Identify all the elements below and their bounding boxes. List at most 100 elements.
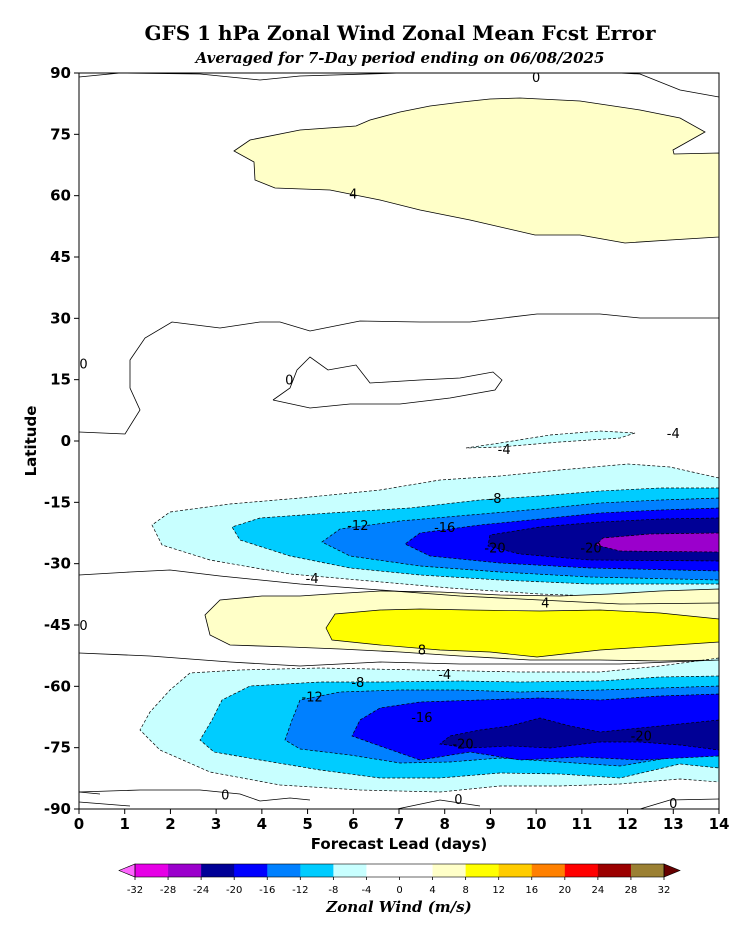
contour-label: -20 <box>484 541 505 556</box>
colorbar-tick-label: 8 <box>462 885 468 896</box>
contour-label: -20 <box>580 541 601 556</box>
colorbar-tick-label: -8 <box>328 885 338 896</box>
contour-labels: 0 4 0 0 -4 -4 -8 -12 -16 -20 -20 -4 0 4 8 -4 -8 -12 -16 -20… <box>79 71 680 812</box>
colorbar-swatch <box>135 864 169 877</box>
colorbar-tick-label: 20 <box>558 885 571 896</box>
contour-label: 8 <box>418 644 426 659</box>
colorbar-tick-label: 0 <box>396 885 402 896</box>
x-tick-label: 8 <box>439 815 449 833</box>
x-tick-label: 1 <box>119 815 129 833</box>
colorbar-tick-label: 24 <box>592 885 605 896</box>
chart-title: GFS 1 hPa Zonal Wind Zonal Mean Fcst Err… <box>144 21 656 45</box>
colorbar-swatch <box>465 864 499 877</box>
x-axis: 0 1 2 3 4 5 6 7 8 9 10 11 12 13 14 <box>74 809 730 833</box>
colorbar-over-arrow <box>663 863 681 878</box>
colorbar-swatch <box>267 864 301 877</box>
x-axis-label: Forecast Lead (days) <box>311 835 487 853</box>
colorbar-tick-label: 28 <box>625 885 638 896</box>
colorbar-swatch <box>564 864 599 877</box>
colorbar-tick-label: -32 <box>127 885 143 896</box>
colorbar-tick-label: -12 <box>292 885 308 896</box>
contour-fill-neg4-eq <box>465 430 636 449</box>
y-tick-label: 60 <box>50 187 71 205</box>
contour-label: -16 <box>411 711 432 726</box>
colorbar-tick-label: -24 <box>193 885 209 896</box>
plot-area: 0 4 0 0 -4 -4 -8 -12 -16 -20 -20 -4 0 4 8 -4 -8 -12 -16 -20… <box>79 71 719 812</box>
contour-label: -4 <box>498 443 511 458</box>
x-tick-label: 6 <box>348 815 358 833</box>
y-tick-label: 75 <box>50 125 71 143</box>
colorbar-tick-label: -28 <box>160 885 176 896</box>
colorbar-swatch <box>432 864 466 877</box>
contour-label: -4 <box>667 427 680 442</box>
contour-label: 0 <box>285 374 293 389</box>
colorbar-tick-label: 32 <box>658 885 671 896</box>
colorbar: -32 -28 -24 -20 -16 -12 -8 -4 0 4 8 12 16 20 24 28 32 <box>118 863 681 896</box>
x-tick-label: 9 <box>485 815 495 833</box>
x-tick-label: 10 <box>526 815 547 833</box>
x-tick-label: 4 <box>257 815 267 833</box>
y-tick-label: -60 <box>44 677 71 695</box>
contour-label: 0 <box>532 71 540 86</box>
x-tick-label: 7 <box>394 815 404 833</box>
contour-label: -12 <box>347 519 368 534</box>
colorbar-swatch <box>498 864 533 877</box>
contour-label: 4 <box>349 188 357 203</box>
colorbar-tick-label: 12 <box>492 885 505 896</box>
contour-fill-pos8-sh <box>325 608 719 658</box>
contour-label: 4 <box>541 597 549 612</box>
contour-label: -12 <box>302 691 323 706</box>
contour-fill-neg20-sp <box>439 717 719 751</box>
y-tick-label: -15 <box>44 493 71 511</box>
x-tick-label: 12 <box>617 815 638 833</box>
colorbar-swatch <box>399 864 433 877</box>
y-tick-label: -75 <box>44 739 71 757</box>
colorbar-swatch <box>168 864 202 877</box>
colorbar-tick-label: 4 <box>429 885 435 896</box>
colorbar-under-arrow <box>118 863 136 878</box>
y-tick-label: -90 <box>44 800 71 818</box>
contour-label: -4 <box>306 572 319 587</box>
y-tick-label: 45 <box>50 248 71 266</box>
y-tick-label: 30 <box>50 309 71 327</box>
contour-label: 0 <box>454 793 462 808</box>
contour-fill-neg24-sh <box>595 532 719 553</box>
y-tick-label: 0 <box>61 432 71 450</box>
x-tick-label: 13 <box>663 815 684 833</box>
x-tick-label: 2 <box>165 815 175 833</box>
contour-label: -8 <box>351 676 364 691</box>
colorbar-swatch <box>366 864 400 877</box>
colorbar-tick-label: -16 <box>259 885 275 896</box>
y-tick-label: 15 <box>50 371 71 389</box>
contour-label: 0 <box>79 357 87 372</box>
colorbar-swatch <box>597 864 632 877</box>
colorbar-tick-label: -4 <box>361 885 371 896</box>
contour-label: 0 <box>669 797 677 812</box>
x-tick-label: 14 <box>709 815 730 833</box>
chart-subtitle: Averaged for 7-Day period ending on 06/0… <box>194 49 605 67</box>
colorbar-swatch <box>234 864 268 877</box>
x-tick-label: 3 <box>211 815 221 833</box>
contour-label: -4 <box>438 668 451 683</box>
y-tick-label: 90 <box>50 64 71 82</box>
contour-label: 0 <box>79 619 87 634</box>
contour-label: 0 <box>221 789 229 804</box>
colorbar-swatch <box>630 864 665 877</box>
x-tick-label: 0 <box>74 815 84 833</box>
y-tick-label: -30 <box>44 555 71 573</box>
contour-fill-pos4-north <box>233 97 719 244</box>
colorbar-tick-label: 16 <box>525 885 538 896</box>
colorbar-swatch <box>300 864 334 877</box>
contour-label: -8 <box>489 492 502 507</box>
colorbar-tick-label: -20 <box>226 885 242 896</box>
colorbar-swatch <box>333 864 367 877</box>
contour-label: -16 <box>434 521 455 536</box>
y-axis: 90 75 60 45 30 15 0 -15 -30 -45 -60 -75 -90 <box>44 64 79 818</box>
colorbar-swatch <box>531 864 566 877</box>
y-axis-label: Latitude <box>22 406 40 477</box>
zero-contours <box>79 73 719 809</box>
colorbar-label: Zonal Wind (m/s) <box>325 898 471 916</box>
x-tick-label: 5 <box>302 815 312 833</box>
contour-label: -20 <box>452 738 473 753</box>
y-tick-label: -45 <box>44 616 71 634</box>
